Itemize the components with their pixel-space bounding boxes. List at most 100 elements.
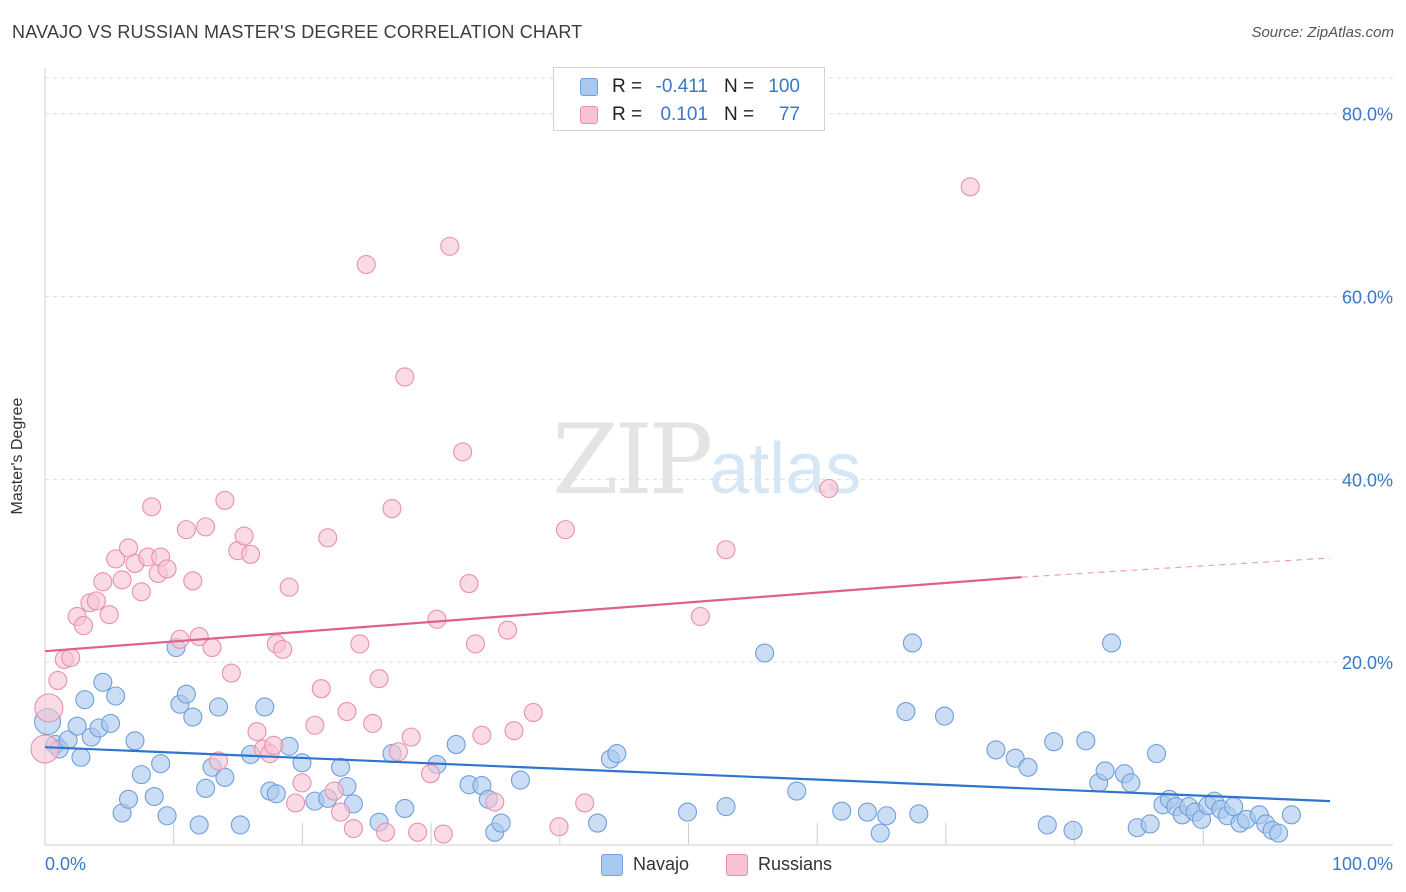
point-russians [241, 544, 261, 564]
point-russians [819, 478, 839, 499]
trend-line-russians [44, 576, 1022, 653]
point-russians [343, 818, 363, 839]
point-russians [208, 751, 229, 771]
point-russians [408, 822, 428, 842]
legend-n-label: N = [724, 104, 755, 125]
point-russians [420, 764, 441, 784]
legend-r-value: -0.411 [655, 76, 708, 97]
point-russians [453, 442, 473, 462]
y-tick-label: 40.0% [1342, 470, 1393, 490]
point-russians [215, 490, 235, 510]
point-navajo [510, 770, 531, 790]
point-navajo [93, 672, 113, 692]
point-navajo [157, 806, 177, 826]
point-russians [176, 520, 196, 540]
point-russians [375, 822, 396, 842]
russians-points [30, 177, 980, 844]
point-russians [485, 792, 505, 812]
point-russians [221, 663, 241, 683]
point-navajo [587, 813, 608, 833]
y-tick-label: 20.0% [1342, 653, 1393, 673]
point-russians [196, 517, 216, 537]
point-russians [555, 520, 575, 540]
point-russians [337, 701, 357, 722]
point-navajo [1146, 744, 1167, 764]
point-navajo [1018, 757, 1038, 777]
point-russians [440, 236, 460, 256]
point-navajo [67, 716, 87, 736]
point-russians [433, 824, 453, 844]
point-russians [716, 540, 736, 560]
point-russians [504, 721, 524, 741]
point-russians [472, 725, 492, 745]
y-tick-label: 60.0% [1342, 288, 1393, 308]
point-navajo [909, 804, 929, 824]
point-russians [330, 802, 351, 822]
point-navajo [71, 747, 91, 767]
point-navajo [1044, 732, 1064, 752]
point-russians [279, 577, 299, 597]
point-russians [106, 549, 126, 569]
point-navajo [1281, 805, 1301, 825]
legend-n-value: 100 [768, 76, 800, 97]
point-navajo [877, 806, 897, 826]
point-russians [189, 627, 209, 647]
point-navajo [189, 815, 209, 835]
point-russians [549, 817, 569, 837]
point-navajo [266, 784, 286, 804]
point-navajo [446, 734, 466, 754]
point-russians [575, 793, 595, 813]
tick-labels: 20.0% 40.0% 60.0% 80.0% 0.0% 100.0% [45, 105, 1393, 874]
source-credit: Source: ZipAtlas.com [1251, 24, 1394, 41]
point-navajo [196, 778, 216, 798]
point-navajo [144, 787, 164, 807]
point-navajo [896, 701, 916, 722]
point-navajo [1095, 761, 1115, 781]
legend-swatch-russians [580, 106, 598, 124]
point-navajo [1063, 820, 1083, 840]
legend-r-value: 0.101 [660, 104, 708, 125]
trend-line-russians-projection [1021, 557, 1331, 578]
point-navajo [1076, 731, 1096, 751]
point-russians [170, 629, 190, 649]
point-russians [305, 715, 325, 735]
point-navajo [1269, 823, 1289, 843]
point-navajo [607, 744, 627, 764]
point-russians [286, 793, 306, 813]
point-russians [234, 526, 254, 546]
point-navajo [75, 690, 95, 710]
point-russians [318, 528, 338, 548]
point-russians [112, 570, 132, 590]
point-navajo [755, 643, 775, 663]
grid-lines [45, 77, 1393, 663]
series-legend: Navajo Russians [0, 852, 1406, 878]
point-navajo [1005, 748, 1025, 768]
point-russians [523, 702, 543, 723]
legend-n-label: N = [724, 76, 755, 97]
point-navajo [292, 753, 312, 773]
point-russians [157, 559, 177, 579]
y-tick-label: 80.0% [1342, 105, 1393, 125]
navajo-points [34, 633, 1301, 843]
point-navajo [176, 684, 196, 704]
point-russians [395, 367, 415, 387]
point-navajo [857, 802, 877, 822]
point-navajo [215, 767, 235, 787]
trend-line-navajo [44, 746, 1331, 803]
point-russians [311, 679, 331, 699]
point-navajo [395, 798, 415, 818]
legend-swatch-navajo [580, 78, 598, 96]
point-navajo [208, 697, 229, 717]
point-navajo [787, 781, 807, 801]
legend-label-russians: Russians [758, 854, 833, 874]
point-russians [356, 254, 376, 275]
point-navajo [1102, 633, 1122, 653]
trend-lines [44, 557, 1331, 803]
point-navajo [902, 633, 922, 653]
point-navajo [934, 706, 955, 726]
point-russians [465, 634, 486, 654]
legend-r-label: R = [612, 76, 643, 97]
x-tick-label-min: 0.0% [45, 854, 86, 874]
point-russians [74, 616, 94, 636]
